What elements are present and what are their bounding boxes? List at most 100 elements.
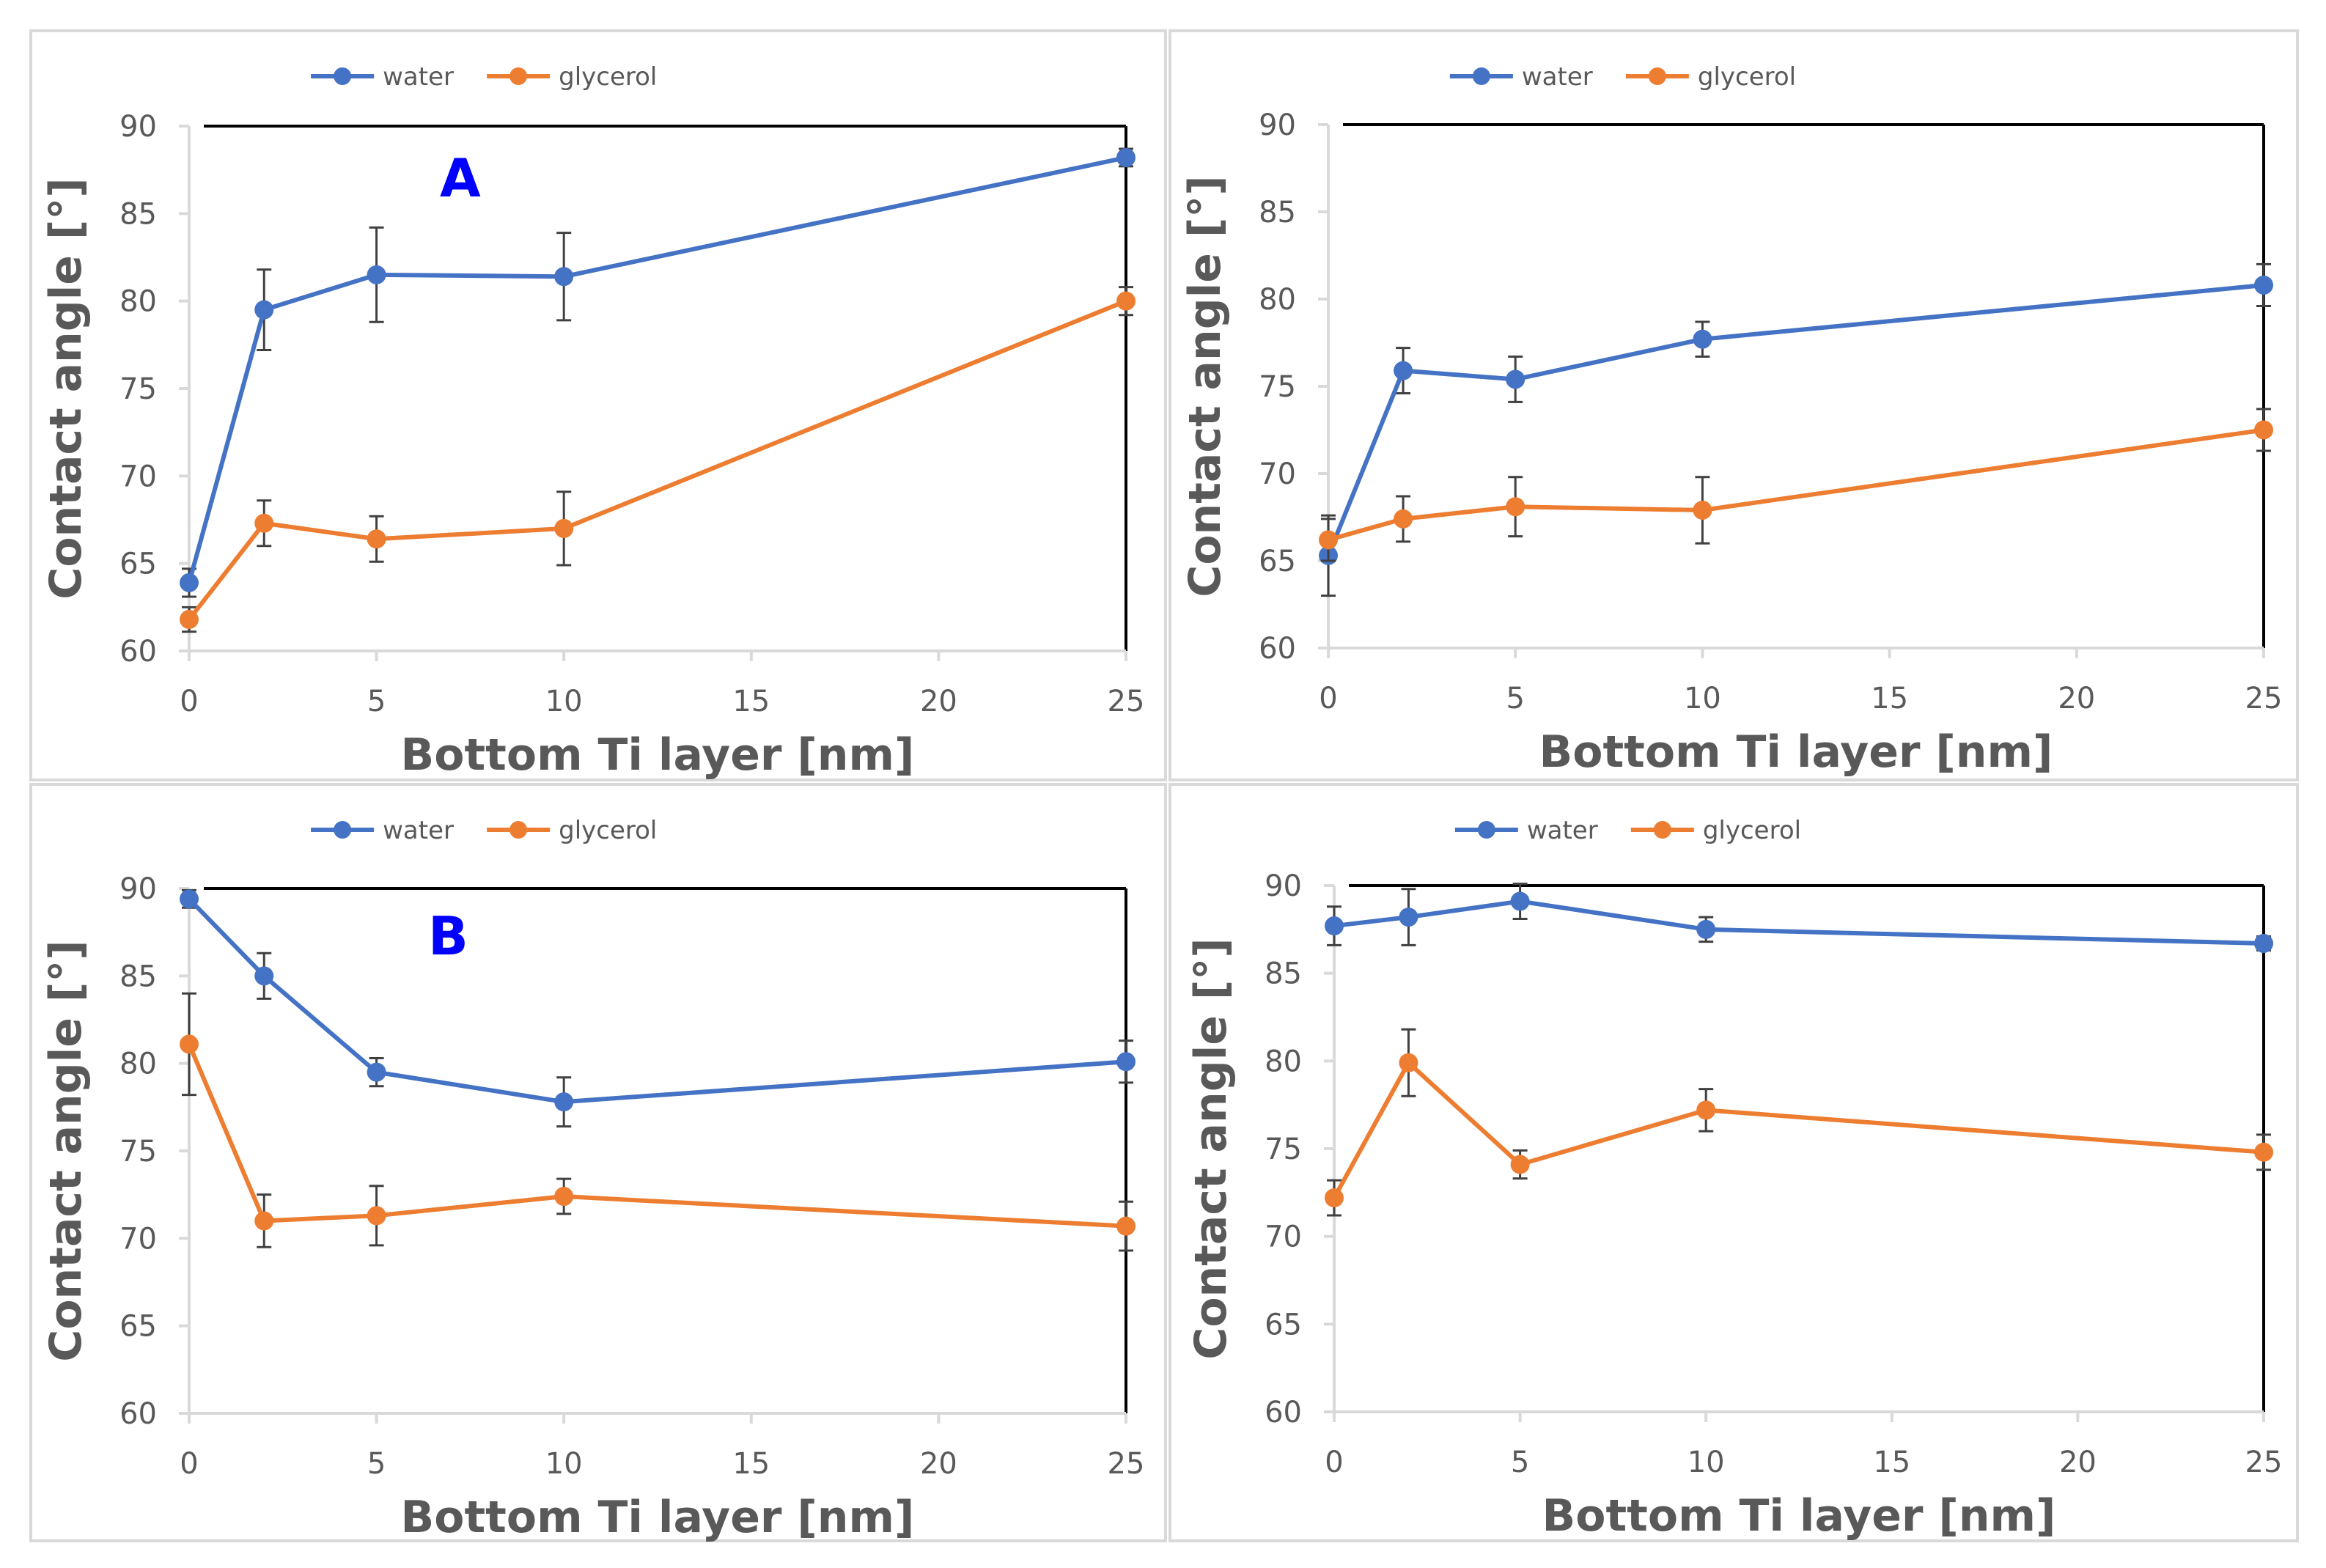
data-point [1693, 500, 1712, 520]
x-tick-label: 25 [1108, 1447, 1145, 1481]
legend-label-glycerol: glycerol [559, 62, 657, 92]
y-tick-label: 65 [119, 1310, 157, 1344]
legend-label-water: water [383, 816, 454, 845]
y-tick-label: 85 [1265, 957, 1302, 991]
y-tick-label: 65 [1265, 1308, 1302, 1341]
data-point [180, 889, 199, 909]
y-tick-label: 85 [119, 960, 157, 993]
x-tick-label: 15 [732, 685, 770, 718]
y-tick-label: 60 [1259, 632, 1296, 666]
y-tick-label: 70 [1259, 457, 1296, 491]
y-tick-label: 80 [1259, 283, 1296, 317]
y-tick-label: 90 [1265, 869, 1302, 903]
data-point [1116, 1052, 1136, 1072]
data-point [554, 518, 574, 538]
y-tick-label: 80 [119, 1048, 157, 1081]
legend-label-glycerol: glycerol [559, 816, 657, 845]
data-point [254, 300, 274, 320]
y-tick-label: 90 [119, 110, 157, 144]
y-axis-title: Contact angle [°] [1185, 938, 1237, 1359]
data-point [1696, 1100, 1716, 1120]
data-point [367, 265, 386, 284]
x-tick-label: 10 [545, 685, 583, 718]
data-point [1394, 361, 1413, 380]
y-tick-label: 80 [119, 285, 157, 319]
data-point [2254, 275, 2273, 295]
y-tick-label: 60 [1265, 1396, 1302, 1429]
x-tick-label: 5 [367, 685, 386, 718]
data-point [1116, 1216, 1136, 1236]
legend-marker-water [1472, 67, 1490, 85]
data-point [554, 267, 574, 287]
legend-marker-water [334, 67, 352, 85]
data-point [367, 1206, 386, 1226]
y-tick-label: 70 [119, 1222, 157, 1256]
data-point [554, 1187, 574, 1207]
data-point [1325, 1188, 1344, 1208]
x-axis-title: Bottom Ti layer [nm] [1542, 1490, 2056, 1542]
data-point [1510, 1155, 1530, 1174]
y-tick-label: 90 [1259, 108, 1296, 142]
data-point [1399, 1053, 1418, 1072]
y-tick-label: 85 [1259, 196, 1296, 229]
x-tick-label: 5 [1506, 682, 1524, 715]
panel-border [29, 29, 1167, 781]
panel-border [29, 783, 1167, 1542]
x-tick-label: 10 [1688, 1446, 1725, 1479]
series-glycerol [1319, 408, 2273, 562]
y-tick-label: 65 [1259, 545, 1296, 578]
panel-letter: A [440, 147, 481, 209]
x-tick-label: 20 [920, 685, 957, 718]
x-tick-label: 5 [367, 1447, 386, 1481]
x-tick-label: 20 [2058, 682, 2095, 715]
data-point [1506, 369, 1525, 389]
y-tick-label: 60 [119, 1397, 157, 1431]
data-point [2254, 420, 2273, 440]
x-tick-label: 20 [2059, 1446, 2097, 1479]
data-point [1116, 291, 1136, 311]
series-glycerol [180, 286, 1136, 633]
x-tick-label: 0 [180, 1447, 198, 1481]
x-axis-title: Bottom Ti layer [nm] [401, 729, 915, 781]
x-tick-label: 10 [545, 1447, 583, 1481]
data-point [180, 573, 199, 592]
series-water [1325, 883, 2273, 953]
data-point [1510, 891, 1530, 911]
x-tick-label: 0 [1325, 1446, 1343, 1479]
x-axis-title: Bottom Ti layer [nm] [401, 1492, 915, 1543]
data-point [2254, 933, 2273, 953]
y-tick-label: 75 [1265, 1133, 1302, 1166]
x-tick-label: 25 [2245, 1446, 2283, 1479]
series-water [180, 888, 1136, 1128]
x-tick-label: 15 [1873, 1446, 1910, 1479]
y-tick-label: 70 [1265, 1221, 1302, 1254]
data-point [1319, 530, 1338, 550]
data-point [1394, 509, 1413, 529]
x-tick-label: 25 [1108, 685, 1145, 718]
series-glycerol [1325, 1028, 2273, 1217]
data-point [1325, 916, 1344, 936]
y-tick-label: 85 [119, 197, 157, 231]
data-point [1116, 147, 1136, 167]
y-tick-label: 75 [119, 372, 157, 406]
x-axis-title: Bottom Ti layer [nm] [1539, 726, 2053, 778]
chart-panel-2: 60 65 70 75 80 85 90 0 5 10 15 20 25 Bottom Ti layer … [1168, 29, 2299, 781]
x-tick-label: 0 [180, 685, 198, 718]
data-point [554, 1092, 574, 1112]
x-tick-label: 20 [920, 1447, 957, 1481]
x-tick-label: 15 [1871, 682, 1908, 715]
chart-panel-4: 60 65 70 75 80 85 90 0 5 10 15 20 25 Bottom Ti layer … [1168, 783, 2299, 1542]
x-tick-label: 0 [1319, 682, 1337, 715]
panel-letter: B [428, 905, 468, 967]
data-point [254, 966, 274, 986]
legend-marker-water [1477, 821, 1495, 839]
y-tick-label: 70 [119, 460, 157, 493]
y-tick-label: 75 [1259, 370, 1296, 404]
y-axis-title: Contact angle [°] [40, 940, 92, 1361]
legend-label-glycerol: glycerol [1703, 816, 1801, 845]
legend-marker-water [334, 821, 352, 839]
chart-panel-1: 60 65 70 75 80 85 90 0 5 10 15 20 25 Bottom Ti layer … [29, 29, 1167, 781]
data-point [1399, 908, 1418, 927]
data-point [2254, 1142, 2273, 1162]
data-point [367, 529, 386, 549]
